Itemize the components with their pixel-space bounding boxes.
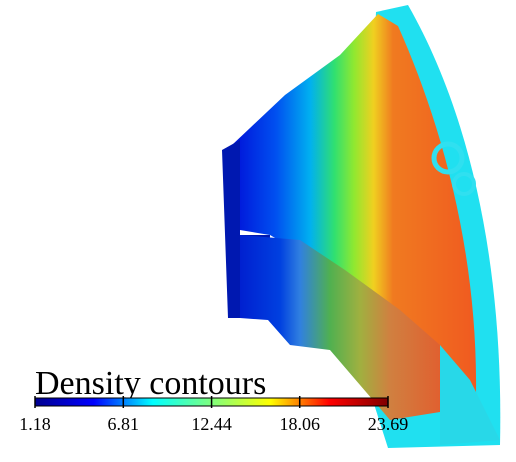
colorbar-tick-label: 12.44 xyxy=(191,414,232,434)
top-face xyxy=(232,14,477,410)
colorbar-tick-label: 23.69 xyxy=(368,414,409,434)
colorbar-title: Density contours xyxy=(35,365,266,402)
colorbar-tick-label: 6.81 xyxy=(108,414,140,434)
front-shell xyxy=(440,345,500,445)
front-face xyxy=(240,235,440,420)
colorbar-tick-label: 18.06 xyxy=(279,414,320,434)
colorbar-tick-label: 1.18 xyxy=(19,414,51,434)
vortex xyxy=(452,172,476,196)
render xyxy=(222,5,501,448)
vortex xyxy=(431,141,465,175)
colorbar: 1.18 6.81 12.44 18.06 23.69 xyxy=(19,396,408,434)
